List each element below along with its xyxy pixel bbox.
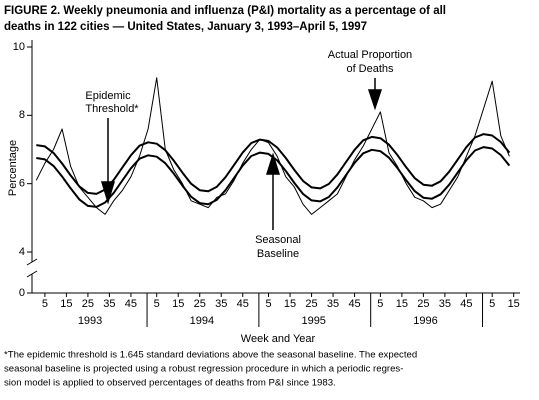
x-tick-label: 15: [60, 298, 72, 310]
footnote: *The epidemic threshold is 1.645 standar…: [4, 350, 417, 361]
x-tick-label: 45: [237, 298, 249, 310]
x-tick-label: 15: [172, 298, 184, 310]
x-tick-label: 45: [125, 298, 137, 310]
axis-break: [26, 270, 38, 278]
arrow-head: [367, 89, 383, 111]
series-line: [36, 146, 511, 208]
x-axis-label: Week and Year: [241, 333, 316, 345]
x-tick-label: 15: [284, 298, 296, 310]
x-tick-label: 25: [305, 298, 317, 310]
x-tick-label: 35: [103, 298, 115, 310]
annotation: Threshold*: [85, 103, 139, 115]
year-label: 1995: [301, 315, 325, 327]
arrows: [100, 78, 383, 230]
y-tick-label: 10: [13, 41, 25, 53]
y-axis-label: Percentage: [7, 140, 19, 196]
x-tick-label: 15: [508, 298, 520, 310]
arrow-head: [265, 152, 281, 175]
chart-title: FIGURE 2. Weekly pneumonia and influenza…: [4, 5, 446, 17]
year-label: 1993: [78, 315, 102, 327]
annotation: Actual Proportion: [328, 49, 412, 61]
x-tick-label: 35: [327, 298, 339, 310]
footnote: sion model is applied to observed percen…: [4, 378, 336, 389]
footnote: seasonal baseline is projected using a r…: [4, 364, 403, 375]
y-tick-label: 8: [19, 109, 25, 121]
arrow-head: [100, 181, 116, 205]
y-tick-label: 0: [19, 287, 25, 299]
x-tick-label: 25: [417, 298, 429, 310]
x-tick-label: 5: [42, 298, 48, 310]
year-label: 1994: [190, 315, 214, 327]
annotation: of Deaths: [346, 63, 394, 75]
x-tick-label: 35: [215, 298, 227, 310]
x-tick-label: 5: [265, 298, 271, 310]
year-label: 1996: [413, 315, 437, 327]
annotation: Epidemic: [85, 90, 131, 102]
x-tick-label: 45: [460, 298, 472, 310]
x-tick-label: 5: [489, 298, 495, 310]
x-tick-label: 25: [82, 298, 94, 310]
y-tick-label: 4: [19, 246, 25, 258]
series-line: [35, 77, 510, 215]
x-tick-label: 5: [154, 298, 160, 310]
series-line: [36, 133, 511, 195]
chart-title: deaths in 122 cities — United States, Ja…: [4, 21, 367, 33]
annotation: Baseline: [257, 248, 299, 260]
x-tick-label: 5: [377, 298, 383, 310]
x-tick-label: 45: [348, 298, 360, 310]
x-tick-label: 35: [439, 298, 451, 310]
x-tick-label: 15: [396, 298, 408, 310]
y-tick-label: 6: [19, 178, 25, 190]
x-tick-label: 25: [194, 298, 206, 310]
annotation: Seasonal: [255, 234, 301, 246]
axis-break: [26, 258, 38, 266]
